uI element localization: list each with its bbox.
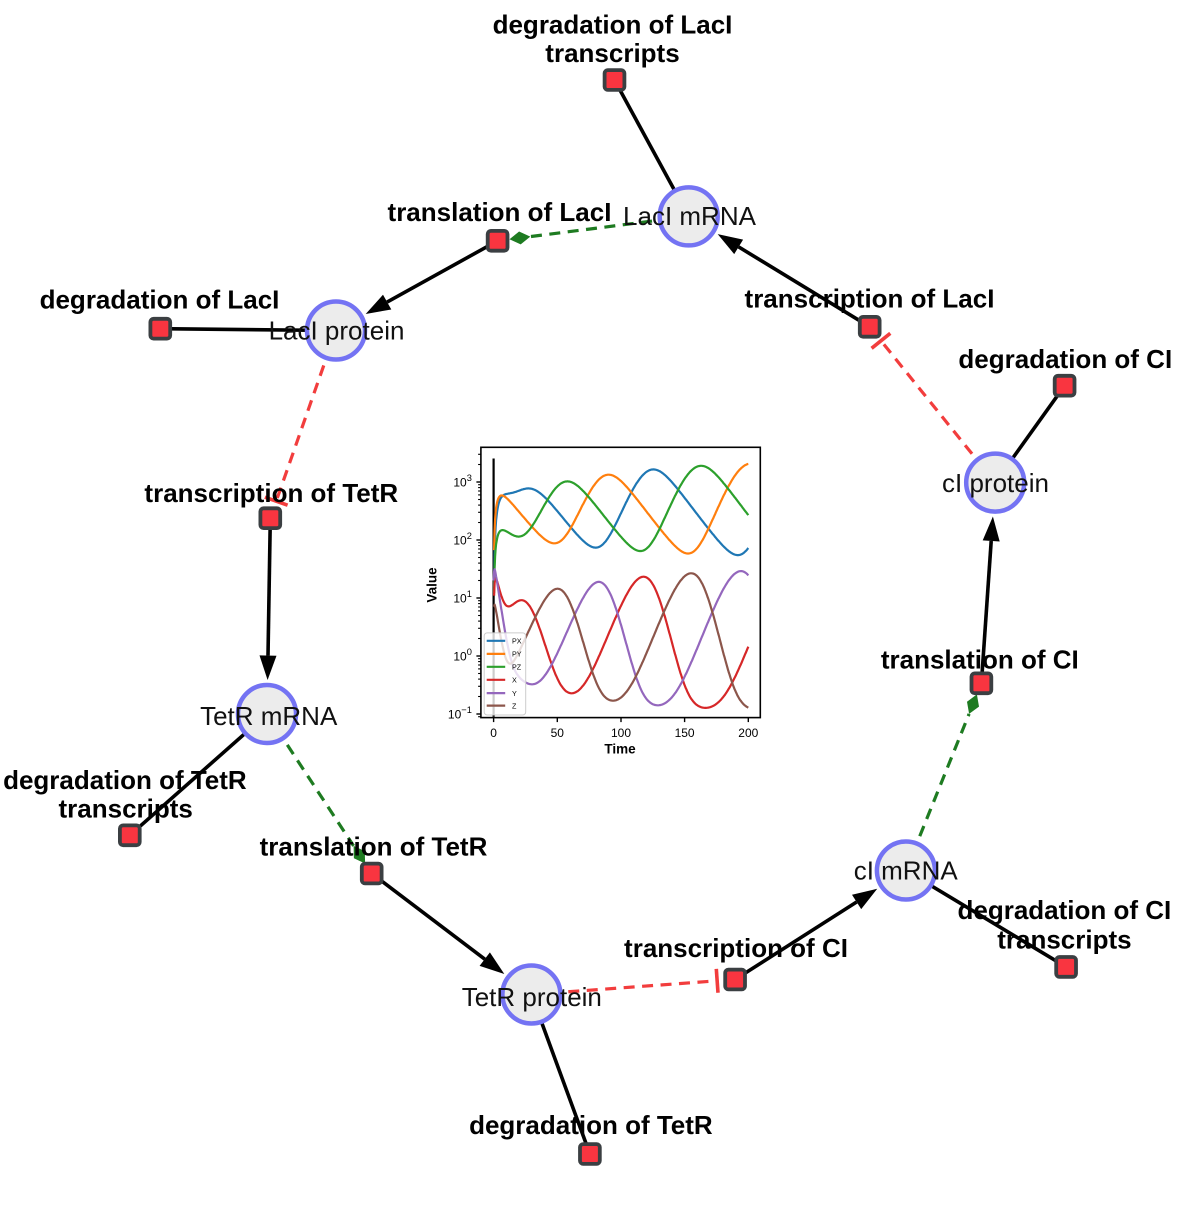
svg-text:150: 150 [675, 726, 695, 740]
svg-text:degradation of CI: degradation of CI [958, 344, 1172, 374]
svg-text:degradation of TetR: degradation of TetR [3, 765, 247, 795]
svg-text:0: 0 [490, 726, 497, 740]
svg-text:transcripts: transcripts [997, 925, 1131, 955]
svg-text:PZ: PZ [512, 663, 522, 672]
svg-text:Z: Z [512, 701, 517, 710]
svg-text:transcription of TetR: transcription of TetR [144, 478, 398, 508]
svg-text:PY: PY [512, 650, 522, 659]
svg-text:transcripts: transcripts [545, 38, 679, 68]
svg-text:translation of CI: translation of CI [881, 645, 1079, 675]
svg-text:LacI mRNA: LacI mRNA [623, 201, 757, 231]
svg-text:200: 200 [738, 726, 758, 740]
svg-text:TetR protein: TetR protein [462, 982, 602, 1012]
svg-text:100: 100 [611, 726, 631, 740]
svg-text:cI mRNA: cI mRNA [854, 856, 959, 886]
svg-text:transcripts: transcripts [59, 794, 193, 824]
svg-text:transcription of CI: transcription of CI [624, 933, 848, 963]
svg-text:translation of LacI: translation of LacI [388, 197, 612, 227]
svg-text:Y: Y [512, 689, 517, 698]
svg-text:LacI protein: LacI protein [269, 316, 405, 346]
svg-text:Value: Value [425, 567, 440, 603]
svg-text:TetR mRNA: TetR mRNA [200, 701, 338, 731]
svg-text:transcription of LacI: transcription of LacI [745, 284, 995, 314]
svg-text:50: 50 [551, 726, 565, 740]
svg-text:degradation of TetR: degradation of TetR [469, 1110, 713, 1140]
svg-text:translation of TetR: translation of TetR [260, 832, 488, 862]
svg-text:Time: Time [604, 741, 636, 756]
svg-text:cI protein: cI protein [942, 468, 1049, 498]
svg-text:PX: PX [512, 637, 522, 646]
svg-text:degradation of LacI: degradation of LacI [40, 284, 280, 314]
svg-text:X: X [512, 676, 517, 685]
svg-text:degradation of LacI: degradation of LacI [493, 10, 733, 40]
svg-text:degradation of CI: degradation of CI [958, 895, 1172, 925]
